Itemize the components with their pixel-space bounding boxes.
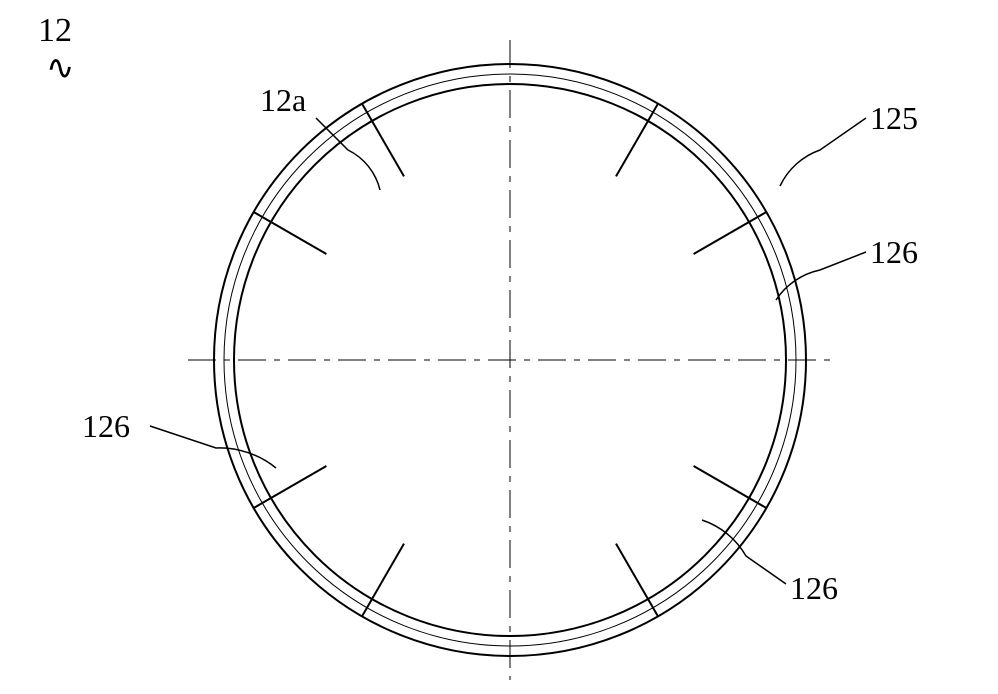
label-126-right: 126 bbox=[870, 234, 918, 271]
diagram-svg bbox=[0, 0, 998, 694]
label-125: 125 bbox=[870, 100, 918, 137]
label-12a: 12a bbox=[260, 82, 306, 119]
leader-126-right bbox=[776, 252, 866, 300]
leader-125 bbox=[780, 118, 866, 186]
leader-126-left bbox=[150, 426, 276, 468]
diagram-root: 12 ∿ 12a 125 126 126 126 bbox=[0, 0, 998, 694]
label-126-bottom-right: 126 bbox=[790, 570, 838, 607]
label-assembly-tilde: ∿ bbox=[46, 48, 75, 88]
label-126-left: 126 bbox=[82, 408, 130, 445]
label-assembly-number: 12 bbox=[38, 12, 72, 50]
